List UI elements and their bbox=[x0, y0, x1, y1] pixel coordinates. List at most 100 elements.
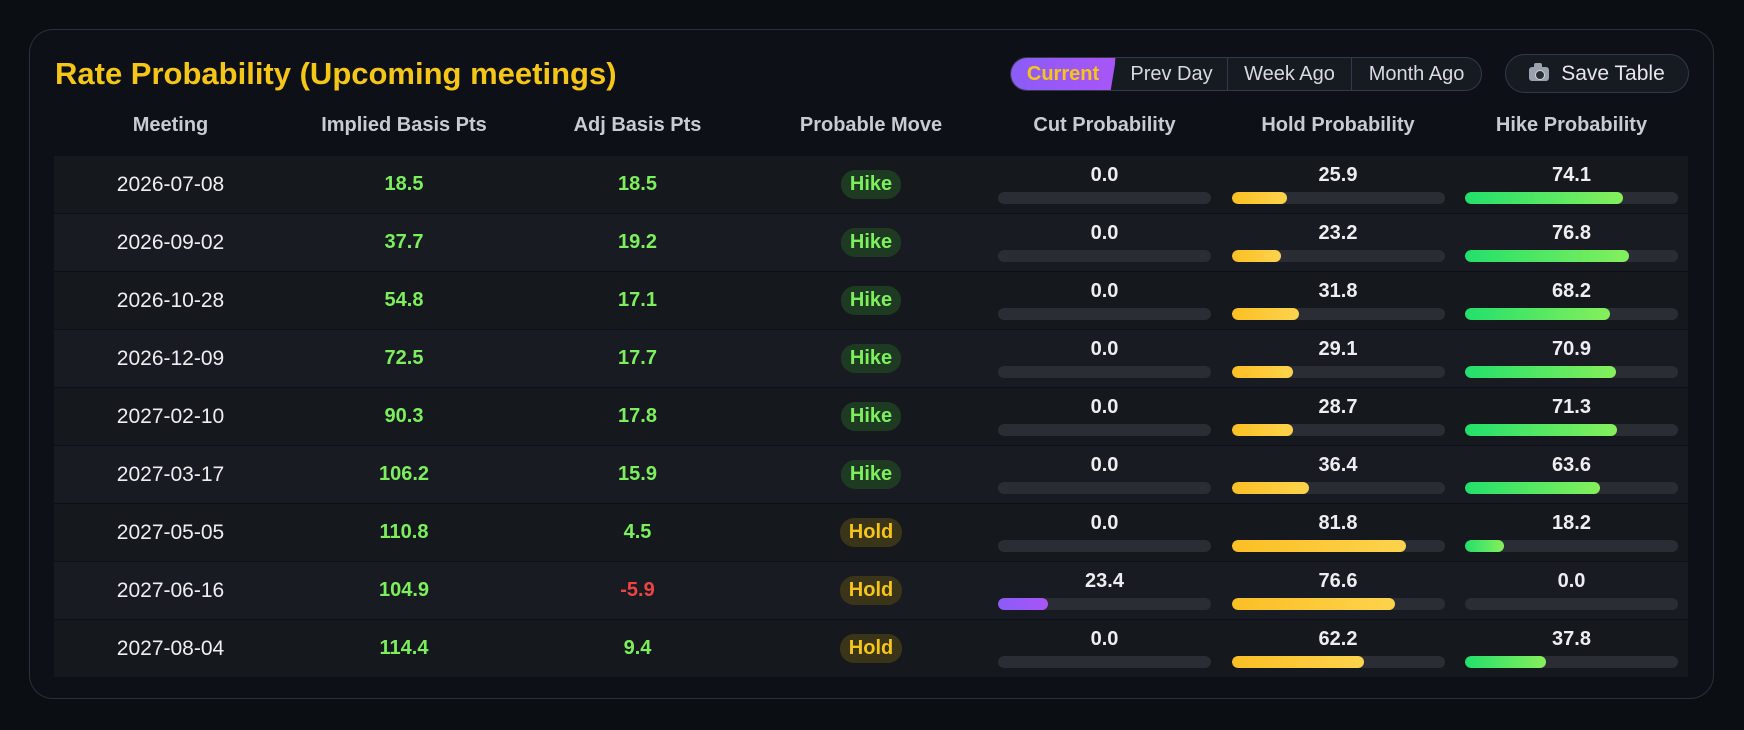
cut-probability-cell: 0.0 bbox=[988, 620, 1221, 677]
hold-probability-cell: 25.9 bbox=[1221, 156, 1455, 213]
hold-probability-bar-fill bbox=[1231, 366, 1294, 378]
adj-basis-pts: 19.2 bbox=[618, 231, 657, 253]
hold-probability-cell: 28.7 bbox=[1221, 388, 1455, 445]
cut-probability-value: 0.0 bbox=[1090, 396, 1119, 418]
adj-basis-pts: 17.8 bbox=[618, 405, 657, 427]
meeting-date: 2026-07-08 bbox=[116, 172, 225, 196]
hike-probability-bar bbox=[1465, 656, 1678, 668]
hike-probability-bar-fill bbox=[1465, 366, 1617, 378]
hold-probability-bar bbox=[1231, 540, 1445, 552]
cut-probability-cell: 0.0 bbox=[988, 214, 1221, 271]
header-hike-probability[interactable]: Hike Probability bbox=[1495, 114, 1648, 136]
implied-basis-pts: 114.4 bbox=[379, 637, 429, 659]
hike-probability-cell: 76.8 bbox=[1455, 214, 1688, 271]
adj-basis-pts: -5.9 bbox=[620, 579, 655, 601]
hike-probability-cell: 0.0 bbox=[1455, 562, 1688, 619]
hold-probability-value: 28.7 bbox=[1318, 396, 1358, 418]
tab-prev-day[interactable]: Prev Day bbox=[1116, 58, 1228, 90]
hike-probability-value: 68.2 bbox=[1552, 280, 1591, 302]
hike-probability-bar-fill bbox=[1465, 192, 1623, 204]
hike-probability-cell: 63.6 bbox=[1455, 446, 1688, 503]
header-implied-basis-pts[interactable]: Implied Basis Pts bbox=[321, 114, 487, 136]
hike-probability-cell: 74.1 bbox=[1455, 156, 1688, 213]
adj-basis-pts: 15.9 bbox=[618, 463, 657, 485]
table-row: 2026-09-02 37.7 19.2 Hike 0.0 23.2 76.8 bbox=[54, 214, 1688, 272]
hike-probability-bar-fill bbox=[1465, 250, 1629, 262]
header-adj-basis-pts[interactable]: Adj Basis Pts bbox=[573, 114, 702, 136]
table-row: 2026-10-28 54.8 17.1 Hike 0.0 31.8 68.2 bbox=[54, 272, 1688, 330]
hike-probability-value: 76.8 bbox=[1552, 222, 1591, 244]
hike-probability-bar bbox=[1465, 540, 1678, 552]
adj-basis-pts: 17.1 bbox=[618, 289, 657, 311]
hike-probability-cell: 37.8 bbox=[1455, 620, 1688, 677]
hold-probability-bar bbox=[1231, 656, 1445, 668]
hold-probability-value: 36.4 bbox=[1318, 454, 1358, 476]
time-range-segmented-control: Current Prev Day Week Ago Month Ago bbox=[1010, 57, 1482, 91]
cut-probability-cell: 0.0 bbox=[988, 272, 1221, 329]
hold-probability-bar-fill bbox=[1231, 598, 1395, 610]
hold-probability-bar-fill bbox=[1231, 540, 1406, 552]
hike-probability-cell: 68.2 bbox=[1455, 272, 1688, 329]
cut-probability-value: 23.4 bbox=[1085, 570, 1124, 592]
page-title: Rate Probability (Upcoming meetings) bbox=[55, 56, 617, 91]
probable-move-badge: Hold bbox=[839, 518, 903, 547]
hike-probability-bar bbox=[1465, 192, 1678, 204]
probable-move-badge: Hike bbox=[840, 228, 902, 257]
cut-probability-cell: 0.0 bbox=[988, 388, 1221, 445]
implied-basis-pts: 18.5 bbox=[384, 173, 424, 195]
hike-probability-value: 74.1 bbox=[1552, 164, 1591, 186]
save-table-label: Save Table bbox=[1561, 61, 1665, 85]
cut-probability-value: 0.0 bbox=[1090, 512, 1119, 534]
hold-probability-bar bbox=[1231, 192, 1445, 204]
header-probable-move[interactable]: Probable Move bbox=[799, 114, 943, 136]
hike-probability-value: 18.2 bbox=[1552, 512, 1591, 534]
implied-basis-pts: 104.9 bbox=[378, 579, 430, 601]
hold-probability-bar bbox=[1231, 482, 1445, 494]
header-meeting[interactable]: Meeting bbox=[132, 114, 209, 136]
tab-current[interactable]: Current bbox=[1011, 58, 1116, 90]
hold-probability-bar-fill bbox=[1231, 482, 1310, 494]
meeting-date: 2026-12-09 bbox=[116, 346, 225, 370]
table-row: 2026-07-08 18.5 18.5 Hike 0.0 25.9 74.1 bbox=[54, 156, 1688, 214]
cut-probability-cell: 0.0 bbox=[988, 156, 1221, 213]
hike-probability-bar-fill bbox=[1465, 540, 1504, 552]
probable-move-cell: Hike bbox=[754, 388, 988, 445]
hold-probability-bar bbox=[1231, 598, 1445, 610]
hike-probability-cell: 18.2 bbox=[1455, 504, 1688, 561]
hold-probability-bar bbox=[1231, 250, 1445, 262]
hike-probability-value: 37.8 bbox=[1552, 628, 1591, 650]
cut-probability-value: 0.0 bbox=[1090, 222, 1119, 244]
hold-probability-value: 25.9 bbox=[1318, 164, 1358, 186]
cut-probability-cell: 0.0 bbox=[988, 446, 1221, 503]
tab-week-ago[interactable]: Week Ago bbox=[1228, 58, 1352, 90]
cut-probability-cell: 0.0 bbox=[988, 504, 1221, 561]
hold-probability-bar-fill bbox=[1231, 308, 1300, 320]
probable-move-cell: Hold bbox=[754, 562, 988, 619]
table-header: Meeting Implied Basis Pts Adj Basis Pts … bbox=[54, 110, 1688, 140]
hike-probability-bar bbox=[1465, 424, 1678, 436]
implied-basis-pts: 37.7 bbox=[384, 231, 424, 253]
header-hold-probability[interactable]: Hold Probability bbox=[1261, 114, 1415, 136]
meeting-date: 2026-09-02 bbox=[116, 230, 225, 254]
table-row: 2027-03-17 106.2 15.9 Hike 0.0 36.4 63.6 bbox=[54, 446, 1688, 504]
table-row: 2027-05-05 110.8 4.5 Hold 0.0 81.8 18.2 bbox=[54, 504, 1688, 562]
probable-move-cell: Hike bbox=[754, 214, 988, 271]
implied-basis-pts: 72.5 bbox=[384, 347, 424, 369]
probable-move-badge: Hike bbox=[840, 460, 902, 489]
hike-probability-bar bbox=[1465, 366, 1678, 378]
hike-probability-value: 0.0 bbox=[1557, 570, 1586, 592]
meeting-date: 2027-03-17 bbox=[116, 462, 225, 486]
save-table-button[interactable]: Save Table bbox=[1505, 54, 1689, 93]
hike-probability-bar bbox=[1465, 482, 1678, 494]
hold-probability-bar bbox=[1231, 366, 1445, 378]
table-row: 2026-12-09 72.5 17.7 Hike 0.0 29.1 70.9 bbox=[54, 330, 1688, 388]
cut-probability-bar bbox=[998, 482, 1211, 494]
adj-basis-pts: 9.4 bbox=[623, 637, 652, 659]
header-cut-probability[interactable]: Cut Probability bbox=[1033, 114, 1176, 136]
tab-month-ago[interactable]: Month Ago bbox=[1368, 63, 1465, 85]
hold-probability-cell: 81.8 bbox=[1221, 504, 1455, 561]
probable-move-badge: Hike bbox=[840, 170, 902, 199]
probable-move-cell: Hike bbox=[754, 330, 988, 387]
hold-probability-value: 23.2 bbox=[1318, 222, 1358, 244]
probable-move-cell: Hold bbox=[754, 620, 988, 677]
